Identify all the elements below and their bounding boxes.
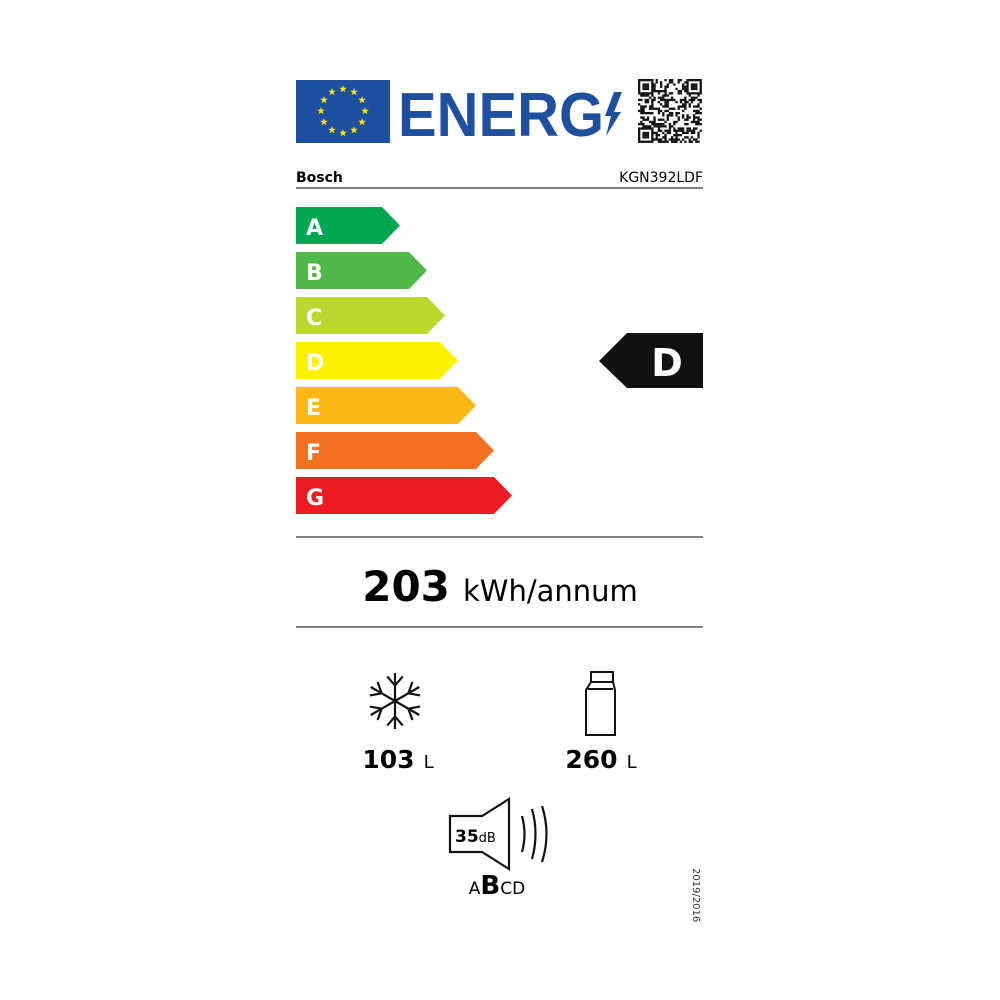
energy-class-letter: A bbox=[306, 216, 323, 241]
noise-class-A: A bbox=[469, 879, 481, 899]
rating-letter: D bbox=[651, 341, 683, 385]
star-icon bbox=[328, 87, 336, 96]
star-icon bbox=[320, 96, 328, 104]
star-icon bbox=[358, 118, 366, 126]
supplier-name: Bosch bbox=[296, 170, 343, 186]
noise-class-D: D bbox=[512, 879, 525, 899]
energy-class-bar-G: G bbox=[296, 477, 512, 514]
star-icon bbox=[350, 126, 358, 134]
energy-class-bar-B: B bbox=[296, 252, 427, 289]
eu-flag-logo bbox=[296, 80, 390, 143]
energy-consumption: 203 kWh/annum bbox=[362, 562, 638, 611]
noise-unit: dB bbox=[479, 831, 496, 846]
energy-class-letter: D bbox=[306, 351, 324, 376]
energy-class-bar-A: A bbox=[296, 207, 400, 244]
energy-class-bar-F: F bbox=[296, 432, 494, 469]
consumption-value: 203 bbox=[362, 562, 450, 611]
qr-code[interactable] bbox=[637, 78, 703, 144]
freezer-value: 103 bbox=[362, 745, 414, 774]
star-icon bbox=[317, 107, 325, 115]
star-icon bbox=[350, 87, 358, 96]
bottle-icon bbox=[585, 671, 616, 736]
noise-class-scale: ABCD bbox=[469, 871, 525, 901]
energy-class-letter: F bbox=[306, 441, 321, 466]
speaker-icon bbox=[448, 797, 548, 871]
fridge-value: 260 bbox=[565, 745, 617, 774]
noise-class-B: B bbox=[480, 871, 500, 901]
fridge-volume: 260 L bbox=[565, 745, 636, 774]
energy-logo: ENERG bbox=[398, 81, 622, 150]
freezer-volume: 103 L bbox=[362, 745, 433, 774]
fridge-unit: L bbox=[627, 752, 637, 773]
star-icon bbox=[358, 96, 366, 104]
star-icon bbox=[361, 107, 369, 115]
model-identifier: KGN392LDF bbox=[619, 170, 703, 186]
snowflake-icon bbox=[369, 673, 421, 729]
noise-level: 35dB bbox=[455, 827, 496, 847]
energy-class-bar-D: D bbox=[296, 342, 458, 379]
star-icon bbox=[339, 85, 347, 93]
energy-class-letter: C bbox=[306, 306, 322, 331]
star-icon bbox=[339, 129, 347, 137]
regulation-number: 2019/2016 bbox=[690, 868, 701, 922]
energy-class-letter: B bbox=[306, 261, 323, 286]
energy-class-letter: E bbox=[306, 396, 321, 421]
noise-value: 35 bbox=[455, 827, 479, 847]
energy-class-letter: G bbox=[306, 486, 324, 511]
lightning-icon bbox=[605, 92, 622, 136]
noise-class-C: C bbox=[500, 879, 512, 899]
freezer-unit: L bbox=[424, 752, 434, 773]
star-icon bbox=[328, 126, 336, 134]
energy-class-bar-C: C bbox=[296, 297, 445, 334]
energy-logo-text: ENERG bbox=[398, 81, 604, 150]
rating-arrow: D bbox=[599, 333, 703, 388]
star-icon bbox=[320, 118, 328, 126]
energy-class-bar-E: E bbox=[296, 387, 476, 424]
consumption-unit: kWh/annum bbox=[463, 574, 638, 608]
